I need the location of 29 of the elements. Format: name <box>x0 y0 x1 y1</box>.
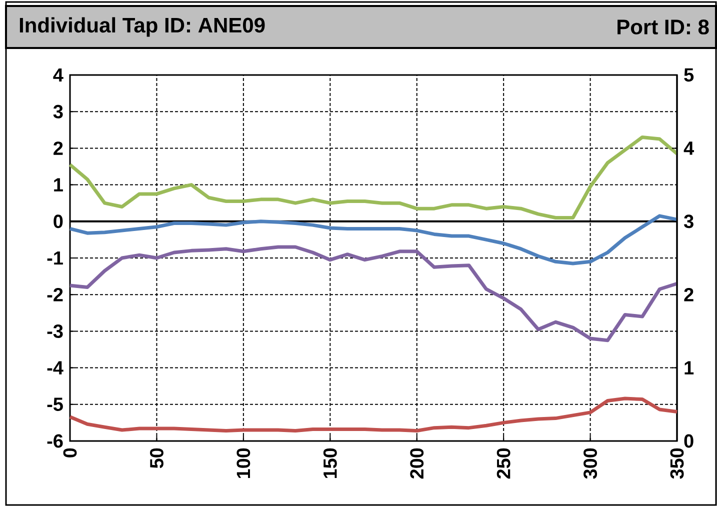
line-series <box>68 135 679 220</box>
y-tick-label: -1 <box>47 251 63 265</box>
x-tick-label: 300 <box>584 448 598 479</box>
y2-tick-label: 5 <box>684 68 694 82</box>
y-tick-label: 0 <box>54 214 63 228</box>
line-series <box>68 245 679 342</box>
y-tick-label: -5 <box>47 398 63 412</box>
y2-tick-label: 2 <box>684 288 694 302</box>
y-tick-label: -3 <box>47 324 63 338</box>
y-tick-label: -4 <box>47 361 64 374</box>
y-tick-label: 3 <box>53 104 63 118</box>
y2-tick-label: 4 <box>684 142 694 155</box>
x-tick-label: 250 <box>496 448 510 479</box>
y-tick-label: -2 <box>47 288 63 302</box>
y2-tick-label: 0 <box>684 434 694 448</box>
chart-subtitle: Port ID: 8 <box>618 20 709 34</box>
x-tick-label: 350 <box>670 448 684 479</box>
y-tick-label: -6 <box>47 434 63 448</box>
x-tick-label: 100 <box>236 448 250 478</box>
x-tick-label: 150 <box>323 448 337 478</box>
x-tick-label: 50 <box>150 448 164 468</box>
y-tick-label: 1 <box>54 178 63 192</box>
y-tick-label: 4 <box>53 68 64 82</box>
y-tick-label: 2 <box>54 142 63 155</box>
x-tick-label: 0 <box>63 448 77 458</box>
chart-title: Individual Tap ID: ANE09 <box>20 17 265 37</box>
x-tick-label: 200 <box>410 448 424 479</box>
y2-tick-label: 1 <box>684 361 694 374</box>
y2-tick-label: 3 <box>684 214 694 228</box>
